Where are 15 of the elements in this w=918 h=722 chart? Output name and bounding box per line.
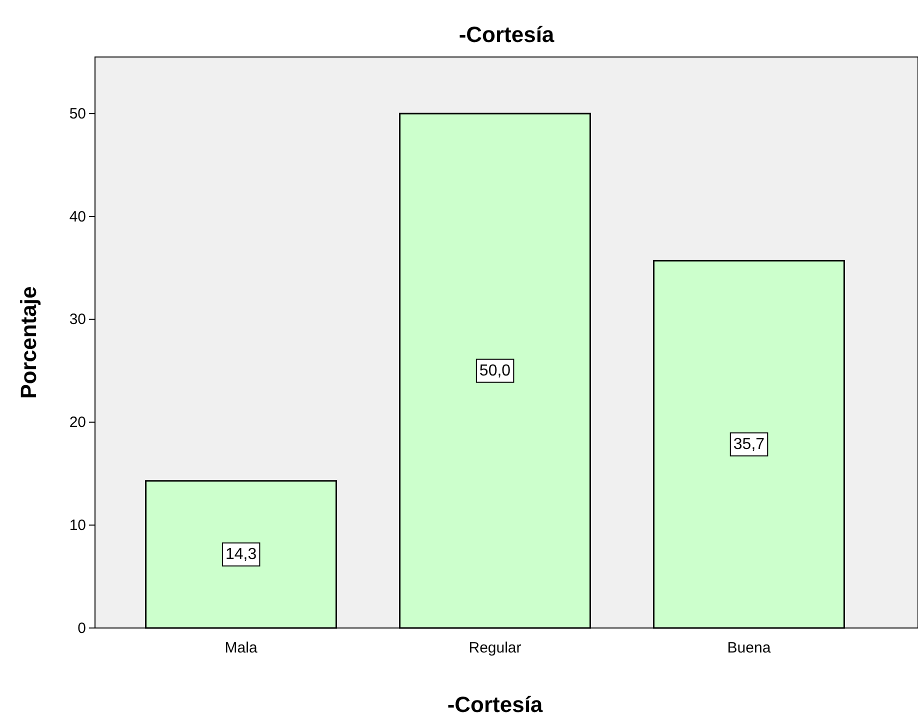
x-tick-label: Buena <box>727 640 772 657</box>
data-label: 35,7 <box>733 436 765 453</box>
x-tick-label: Mala <box>224 640 258 657</box>
y-tick-label: 30 <box>69 311 86 328</box>
y-tick-label: 20 <box>69 414 86 432</box>
y-tick-label: 40 <box>69 208 86 226</box>
x-tick-label: Regular <box>468 640 522 657</box>
y-axis-title: Porcentaje <box>16 286 41 399</box>
y-tick-label: 10 <box>69 516 86 534</box>
x-axis-title: -Cortesía <box>447 692 544 717</box>
y-tick-label: 0 <box>78 620 86 637</box>
data-label: 50,0 <box>479 362 511 380</box>
chart-title: -Cortesía <box>458 22 555 47</box>
data-label: 14,3 <box>225 546 257 563</box>
y-tick-label: 50 <box>69 105 86 122</box>
